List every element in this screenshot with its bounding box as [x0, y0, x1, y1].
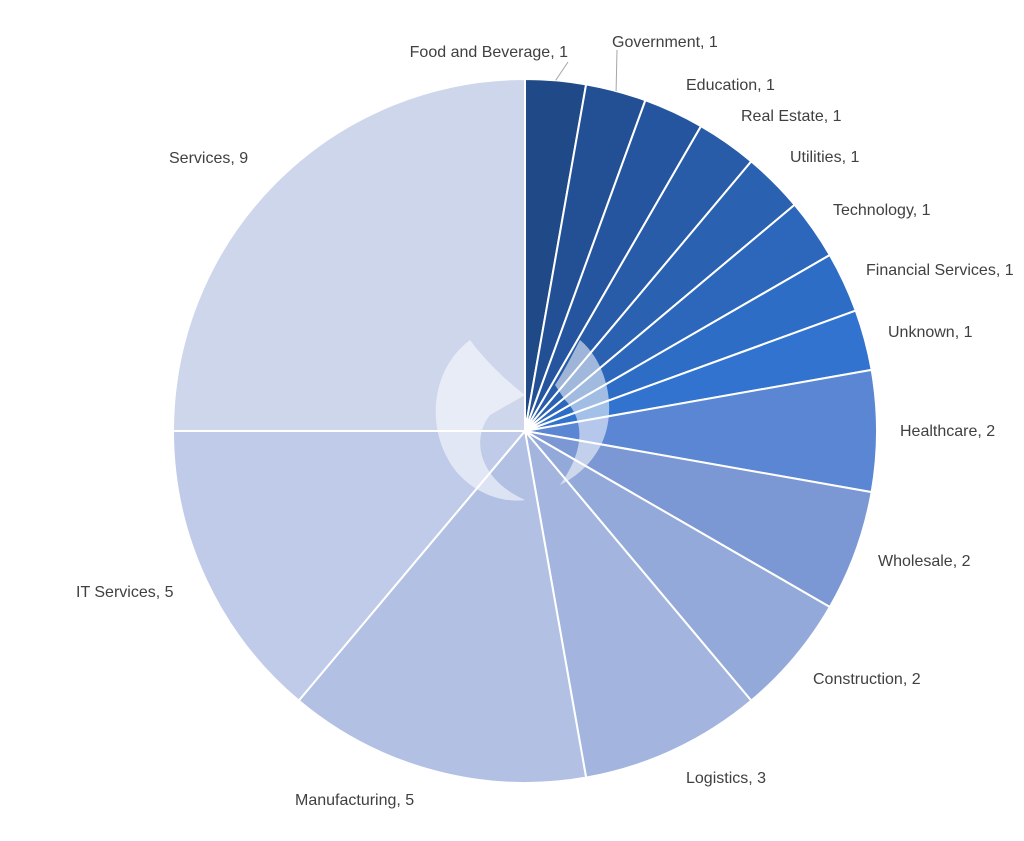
data-label-manufacturing: Manufacturing, 5 — [295, 792, 414, 809]
data-label-it-services: IT Services, 5 — [76, 584, 174, 601]
data-label-unknown: Unknown, 1 — [888, 324, 973, 341]
pie-slice-logistics — [524, 430, 753, 779]
data-label-wholesale: Wholesale, 2 — [878, 553, 971, 570]
data-label-technology: Technology, 1 — [833, 202, 931, 219]
data-label-utilities: Utilities, 1 — [790, 149, 859, 166]
data-label-real-estate: Real Estate, 1 — [741, 108, 842, 125]
pie-slice-manufacturing — [297, 430, 588, 784]
leader-line-government — [615, 49, 618, 92]
data-label-services: Services, 9 — [169, 150, 248, 167]
data-label-construction: Construction, 2 — [813, 671, 921, 688]
data-label-healthcare: Healthcare, 2 — [900, 423, 995, 440]
pie-slices — [172, 78, 878, 784]
data-label-food-and-beverage: Food and Beverage, 1 — [410, 44, 568, 61]
leader-line-food-and-beverage — [555, 61, 569, 81]
data-labels: Food and Beverage, 1 Government, 1 Educati… — [76, 34, 1014, 809]
data-label-government: Government, 1 — [612, 34, 718, 51]
data-label-education: Education, 1 — [686, 77, 775, 94]
pie-slice-it-services — [172, 430, 526, 702]
label-leader-lines — [555, 49, 618, 92]
pie-slice-services — [172, 78, 526, 432]
watermark-logo-icon — [435, 340, 610, 501]
data-label-financial-services: Financial Services, 1 — [866, 262, 1014, 279]
data-label-logistics: Logistics, 3 — [686, 770, 766, 787]
